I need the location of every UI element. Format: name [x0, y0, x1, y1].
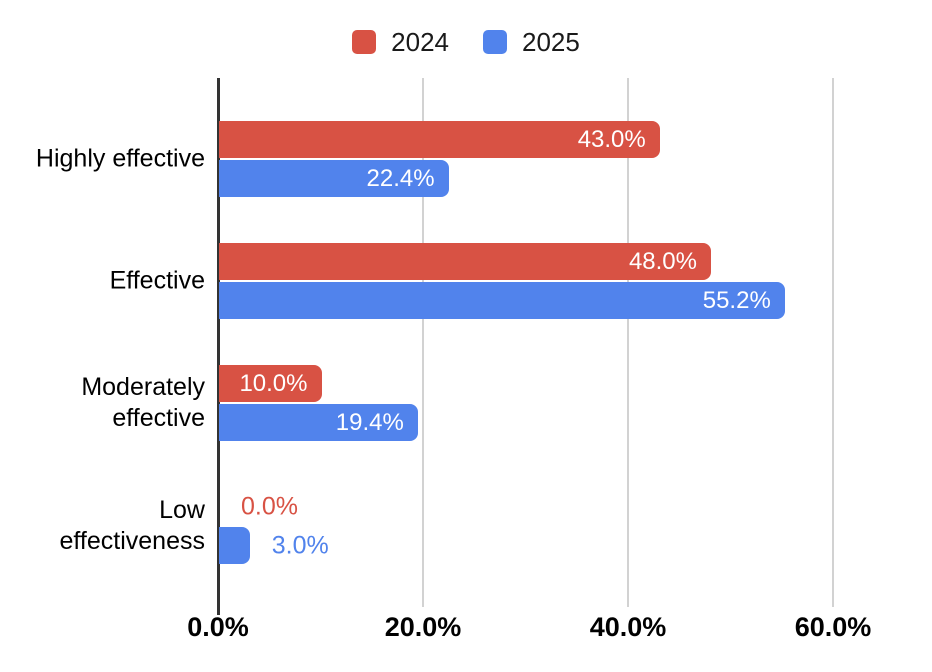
- legend-item-2024: 2024: [352, 29, 449, 55]
- legend-swatch-icon: [483, 30, 507, 54]
- legend-item-2025: 2025: [483, 29, 580, 55]
- category-label-moderately-effective: Moderately effective: [81, 373, 205, 432]
- value-label-2025-low-effectiveness: 3.0%: [271, 531, 329, 559]
- category-label-low-effectiveness: Low effectiveness: [59, 496, 205, 555]
- x-tick-label-0: 0.0%: [187, 612, 249, 642]
- gridline-40: [627, 78, 629, 607]
- legend-swatch-icon: [352, 30, 377, 54]
- legend-label: 2024: [391, 27, 449, 57]
- value-label-2024-effective: 48.0%: [628, 247, 697, 275]
- legend-label: 2025: [522, 27, 580, 57]
- x-tick-label-60: 60.0%: [794, 612, 872, 642]
- x-tick-label-40: 40.0%: [589, 612, 667, 642]
- value-label-2025-moderately-effective: 19.4%: [335, 408, 404, 436]
- bar-2024-effective: 48.0%: [219, 243, 711, 280]
- value-label-2025-highly-effective: 22.4%: [366, 164, 435, 192]
- gridline-60: [832, 78, 834, 607]
- bar-2025-effective: 55.2%: [219, 282, 785, 319]
- y-axis-baseline: [216, 78, 220, 615]
- bar-2025-highly-effective: 22.4%: [219, 160, 449, 197]
- value-label-2025-effective: 55.2%: [702, 286, 771, 314]
- chart-legend: 2024 2025: [0, 29, 932, 55]
- value-label-2024-low-effectiveness: 0.0%: [241, 492, 298, 520]
- category-label-effective: Effective: [109, 266, 205, 295]
- bar-2024-highly-effective: 43.0%: [219, 121, 660, 158]
- bar-2025-moderately-effective: 19.4%: [219, 404, 418, 441]
- category-label-highly-effective: Highly effective: [35, 144, 205, 173]
- x-tick-label-20: 20.0%: [384, 612, 462, 642]
- bar-2025-low-effectiveness: [219, 527, 250, 564]
- gridline-20: [422, 78, 424, 607]
- value-label-2024-moderately-effective: 10.0%: [239, 369, 308, 397]
- value-label-2024-highly-effective: 43.0%: [577, 125, 646, 153]
- bar-2024-moderately-effective: 10.0%: [219, 365, 322, 402]
